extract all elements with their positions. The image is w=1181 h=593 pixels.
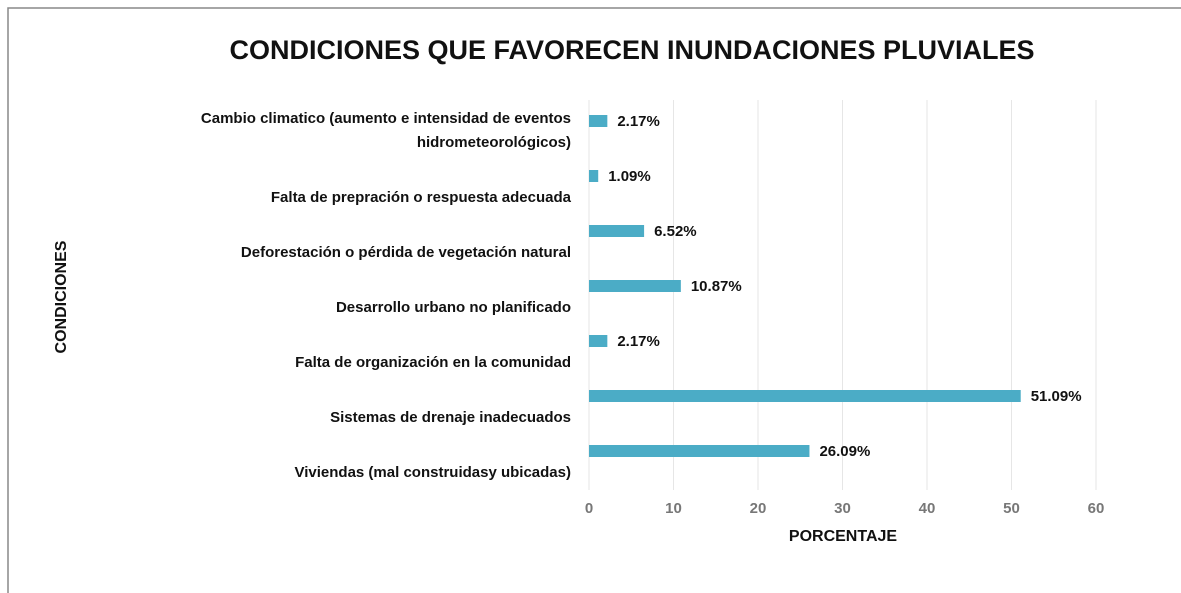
bar bbox=[589, 115, 608, 127]
x-tick-label: 30 bbox=[834, 500, 851, 517]
bar bbox=[589, 280, 681, 292]
x-tick-label: 50 bbox=[1003, 500, 1020, 517]
bar bbox=[589, 335, 608, 347]
bar bbox=[589, 170, 599, 182]
x-axis-title: PORCENTAJE bbox=[789, 528, 897, 545]
x-tick-label: 40 bbox=[919, 500, 936, 517]
x-tick-label: 0 bbox=[585, 500, 593, 517]
chart-title: CONDICIONES QUE FAVORECEN INUNDACIONES P… bbox=[229, 35, 1034, 65]
data-label: 10.87% bbox=[691, 278, 742, 295]
y-axis-title: CONDICIONES bbox=[53, 240, 70, 353]
data-label: 2.17% bbox=[617, 333, 660, 350]
y-tick-label: Viviendas (mal construidasy ubicadas) bbox=[295, 464, 572, 481]
data-label: 26.09% bbox=[819, 443, 870, 460]
data-label: 6.52% bbox=[654, 223, 697, 240]
x-tick-label: 60 bbox=[1088, 500, 1105, 517]
y-tick-label: Cambio climatico (aumento e intensidad d… bbox=[201, 110, 571, 151]
bar bbox=[589, 445, 810, 457]
y-tick-label: Desarrollo urbano no planificado bbox=[336, 299, 571, 316]
frame bbox=[7, 7, 1181, 593]
data-label: 51.09% bbox=[1031, 388, 1082, 405]
y-tick-label: Falta de organización en la comunidad bbox=[295, 354, 571, 371]
bar bbox=[589, 225, 645, 237]
x-tick-label: 20 bbox=[750, 500, 767, 517]
bar bbox=[589, 390, 1021, 402]
x-tick-label: 10 bbox=[665, 500, 682, 517]
y-tick-label: Deforestación o pérdida de vegetación na… bbox=[241, 244, 571, 261]
data-label: 1.09% bbox=[608, 168, 651, 185]
y-tick-label: Sistemas de drenaje inadecuados bbox=[330, 409, 571, 426]
y-tick-label: Falta de prepración o respuesta adecuada bbox=[271, 189, 572, 206]
data-label: 2.17% bbox=[617, 113, 660, 130]
